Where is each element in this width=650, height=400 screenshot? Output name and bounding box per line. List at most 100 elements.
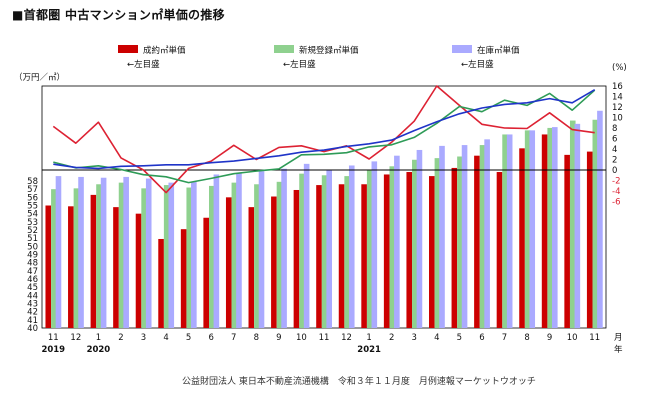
bar-contract-10 (271, 196, 277, 328)
bar-inventory-13 (348, 165, 355, 328)
x-tick-21: 8 (524, 333, 529, 343)
bar-new_listing-2 (96, 184, 102, 328)
bar-new_listing-16 (412, 159, 418, 328)
bar-contract-19 (474, 155, 480, 328)
x-tick-4: 3 (141, 333, 146, 343)
y-right-tick--4: -4 (612, 187, 620, 197)
bar-contract-13 (338, 184, 345, 328)
bar-inventory-21 (529, 130, 536, 328)
x-year-suffix: 年 (614, 344, 623, 355)
bar-new_listing-21 (524, 130, 531, 328)
x-tick-12: 11 (319, 333, 330, 343)
y-left-unit: （万円／㎡） (14, 72, 65, 83)
bar-contract-15 (383, 174, 390, 328)
x-tick-24: 11 (589, 333, 600, 343)
bar-inventory-24 (597, 110, 603, 329)
x-month-suffix: 月 (614, 333, 623, 343)
legend-swatch-new_listing (274, 45, 294, 53)
bar-new_listing-6 (186, 187, 193, 328)
bar-inventory-9 (258, 171, 265, 328)
x-tick-7: 6 (208, 333, 213, 343)
bar-contract-8 (225, 197, 232, 328)
x-tick-14: 1 (366, 333, 371, 343)
x-tick-17: 4 (434, 333, 439, 343)
bar-contract-7 (203, 217, 209, 328)
x-tick-9: 8 (254, 333, 259, 343)
legend-label-inventory: 在庫㎡単価 (477, 45, 520, 56)
bar-contract-22 (541, 134, 548, 328)
y-right-tick-4: 4 (612, 145, 617, 155)
bar-contract-14 (361, 184, 367, 328)
x-tick-0: 11 (48, 333, 59, 343)
bar-inventory-23 (574, 123, 581, 328)
y-left-tick-52: 52 (27, 226, 38, 236)
bar-new_listing-10 (276, 181, 283, 328)
bar-inventory-20 (506, 134, 513, 328)
bar-contract-16 (406, 172, 413, 328)
bar-inventory-16 (416, 149, 423, 328)
bar-contract-2 (90, 194, 97, 328)
y-left-tick-47: 47 (27, 267, 38, 277)
bar-new_listing-3 (118, 182, 125, 328)
bar-inventory-0 (55, 176, 62, 328)
bar-new_listing-13 (344, 176, 350, 328)
bar-contract-23 (564, 154, 570, 328)
y-right-tick-12: 12 (612, 103, 623, 113)
x-tick-2: 1 (96, 333, 101, 343)
bar-new_listing-23 (569, 120, 576, 328)
bar-contract-9 (248, 207, 255, 328)
bar-new_listing-19 (479, 145, 486, 328)
bar-contract-6 (180, 229, 187, 328)
x-tick-20: 7 (502, 333, 507, 343)
y-left-tick-56: 56 (27, 193, 38, 203)
y-left-tick-49: 49 (27, 251, 38, 261)
legend-sub-new_listing: ←左目盛 (283, 59, 316, 70)
y-right-tick-16: 16 (612, 82, 623, 92)
bar-new_listing-15 (389, 166, 396, 328)
bar-new_listing-9 (254, 184, 260, 328)
bar-inventory-7 (213, 174, 220, 328)
y-right-tick--2: -2 (612, 177, 620, 187)
legend-sub-inventory: ←左目盛 (461, 59, 494, 70)
bar-inventory-10 (281, 168, 287, 328)
y-left-tick-50: 50 (27, 242, 38, 252)
y-left-tick-51: 51 (27, 234, 38, 244)
bar-new_listing-14 (366, 170, 373, 328)
y-right-tick-6: 6 (612, 135, 617, 145)
bar-new_listing-12 (321, 175, 328, 328)
x-tick-19: 6 (479, 333, 484, 343)
legend-sub-contract: ←左目盛 (127, 59, 160, 70)
x-year-2020: 2020 (87, 345, 111, 355)
bar-new_listing-18 (457, 156, 463, 328)
bar-contract-0 (45, 205, 52, 328)
bar-inventory-5 (168, 182, 175, 328)
y-right-unit: (%) (612, 63, 627, 73)
bar-new_listing-22 (547, 127, 553, 329)
bar-inventory-4 (145, 178, 152, 328)
line-inventory_line (53, 89, 596, 170)
bar-inventory-17 (439, 145, 445, 328)
bar-new_listing-20 (502, 134, 508, 328)
y-left-tick-54: 54 (27, 210, 38, 220)
y-right-tick-2: 2 (612, 156, 617, 166)
bar-new_listing-5 (163, 185, 170, 328)
x-tick-8: 7 (231, 333, 236, 343)
bar-new_listing-7 (209, 185, 215, 328)
y-left-tick-53: 53 (27, 218, 38, 228)
bar-inventory-19 (484, 139, 490, 328)
legend-label-new_listing: 新規登録㎡単価 (299, 45, 359, 56)
bar-contract-24 (586, 151, 593, 328)
y-left-tick-57: 57 (27, 185, 38, 195)
y-left-tick-41: 41 (27, 316, 38, 326)
bar-contract-20 (496, 172, 503, 328)
bar-inventory-12 (326, 169, 332, 328)
bar-inventory-2 (100, 177, 107, 328)
x-tick-5: 4 (163, 333, 168, 343)
y-left-tick-45: 45 (27, 283, 38, 293)
bar-inventory-3 (123, 176, 129, 328)
x-tick-22: 9 (547, 333, 552, 343)
x-year-2019: 2019 (41, 345, 65, 355)
bar-contract-3 (113, 207, 119, 328)
bar-contract-12 (316, 185, 322, 328)
